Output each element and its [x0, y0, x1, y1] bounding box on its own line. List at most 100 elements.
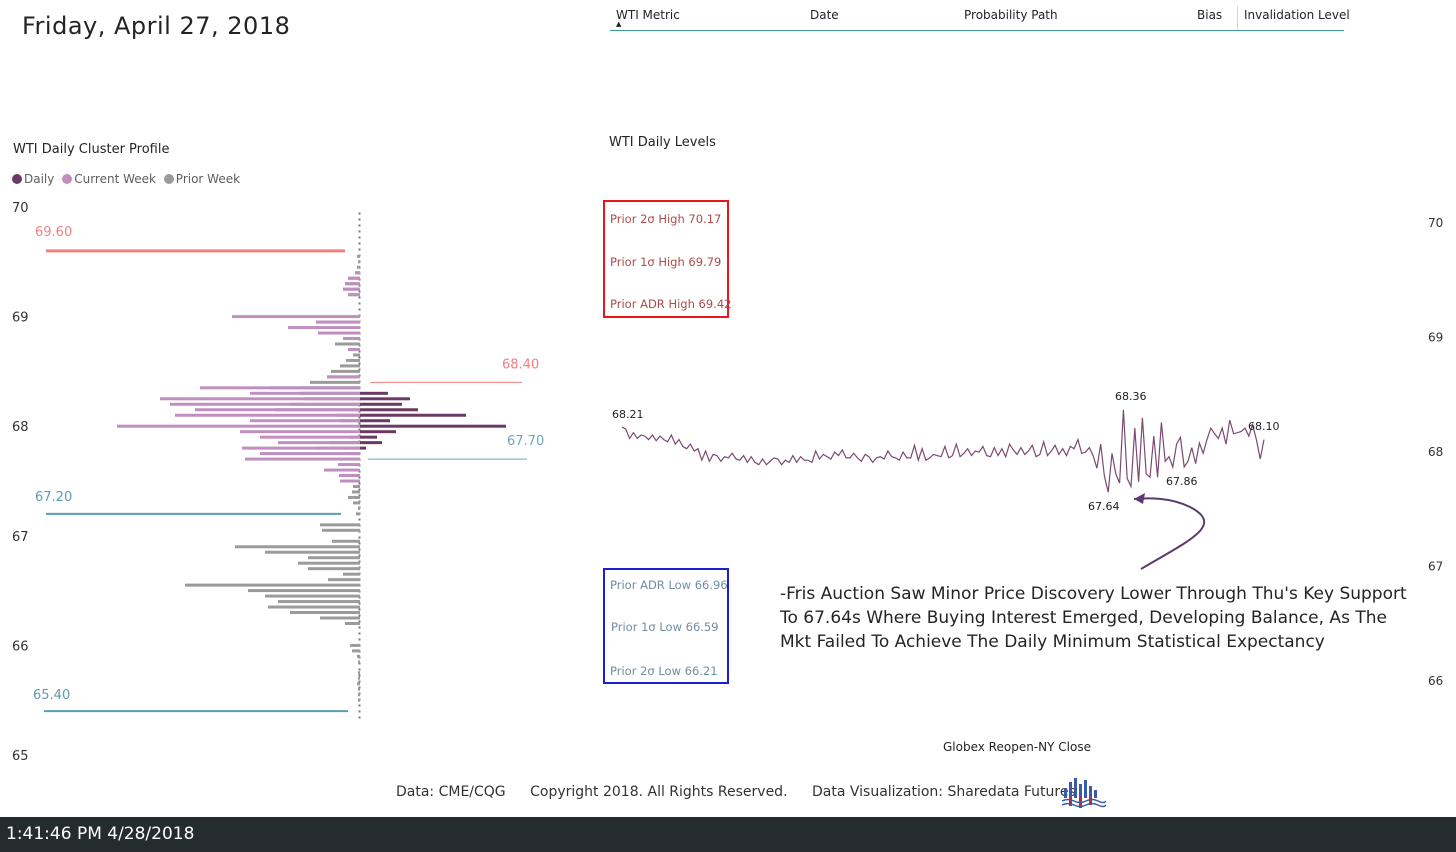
- cluster-profile-chart: 70 69 68 67 66 65 69.60 68.40 67.70 67.20 65.40: [12, 201, 544, 764]
- daily-profile-bar: [360, 435, 377, 439]
- prior-week-profile-bar: [358, 671, 360, 675]
- prior-week-profile-bar: [290, 611, 360, 615]
- prior-week-profile-bar: [308, 567, 360, 571]
- prior-low-levels-box: Prior ADR Low 66.96 Prior 1σ Low 66.59 P…: [603, 568, 729, 684]
- prior-week-profile-bar: [278, 600, 360, 604]
- prior-week-profile-bar: [346, 358, 360, 362]
- current-week-profile-bar: [250, 419, 360, 423]
- prior-week-profile-bar: [340, 364, 360, 368]
- reference-line-label: 67.20: [35, 490, 72, 505]
- legend-item-current-week[interactable]: Current Week: [62, 172, 156, 186]
- current-week-profile-bar: [250, 391, 360, 395]
- prior-1sigma-low: Prior 1σ Low 66.59: [611, 620, 719, 634]
- cluster-profile-legend: Daily Current Week Prior Week: [12, 172, 244, 186]
- current-week-profile-bar: [345, 282, 360, 286]
- column-header-probability-path[interactable]: Probability Path: [964, 8, 1058, 22]
- commentary-line: Mkt Failed To Achieve The Daily Minimum …: [780, 632, 1325, 652]
- prior-week-profile-bar: [353, 501, 360, 505]
- prior-week-profile-bar: [248, 589, 360, 593]
- price-annotation-label: 68.21: [612, 408, 644, 421]
- prior-week-profile-bar: [352, 490, 360, 494]
- current-week-profile-bar: [355, 271, 360, 275]
- prior-week-profile-bar: [358, 693, 360, 697]
- commentary-line: -Fris Auction Saw Minor Price Discovery …: [780, 584, 1407, 604]
- legend-item-daily[interactable]: Daily: [12, 172, 54, 186]
- prior-week-profile-bar: [308, 556, 360, 560]
- price-annotation-label: 67.64: [1088, 500, 1120, 513]
- current-week-profile-bar: [343, 287, 360, 291]
- prior-week-profile-bar: [310, 380, 360, 384]
- prior-adr-high: Prior ADR High 69.42: [610, 297, 732, 311]
- column-header-date[interactable]: Date: [810, 8, 839, 22]
- column-separator: [1237, 6, 1238, 30]
- column-header-bias[interactable]: Bias: [1197, 8, 1223, 22]
- market-commentary: -Fris Auction Saw Minor Price Discovery …: [780, 582, 1407, 654]
- prior-week-profile-bar: [345, 621, 360, 625]
- reference-line-label: 65.40: [33, 688, 70, 703]
- prior-week-profile-bar: [358, 260, 360, 264]
- legend-item-prior-week[interactable]: Prior Week: [163, 172, 240, 186]
- daily-profile-bar: [360, 397, 410, 401]
- current-week-profile-bar: [245, 457, 360, 461]
- price-series-line: [621, 409, 1265, 493]
- current-week-profile-bar: [278, 441, 360, 445]
- prior-week-profile-bar: [352, 649, 360, 653]
- current-week-profile-bar: [327, 375, 360, 379]
- prior-week-profile-bar: [328, 578, 360, 582]
- prior-week-profile-bar: [353, 353, 360, 357]
- page-title: Friday, April 27, 2018: [22, 12, 291, 40]
- prior-week-profile-bar: [357, 254, 360, 258]
- prior-week-profile-bar: [235, 545, 360, 549]
- prior-week-profile-bar: [185, 583, 360, 587]
- current-week-profile-bar: [160, 397, 360, 401]
- price-annotation-label: 67.86: [1166, 475, 1198, 488]
- prior-week-profile-bar: [322, 528, 360, 532]
- column-header-invalidation-level[interactable]: Invalidation Level: [1244, 8, 1350, 22]
- legend-dot-icon: [62, 174, 73, 184]
- levels-y-tick: 67: [1428, 560, 1443, 574]
- current-week-profile-bar: [117, 424, 360, 428]
- daily-profile-bar: [360, 408, 418, 412]
- status-timestamp: 1:41:46 PM 4/28/2018: [6, 824, 195, 844]
- current-week-profile-bar: [260, 452, 360, 456]
- prior-week-profile-bar: [265, 594, 360, 598]
- current-week-profile-bar: [242, 446, 360, 450]
- prior-adr-low: Prior ADR Low 66.96: [610, 578, 728, 592]
- legend-dot-icon: [12, 174, 22, 184]
- prior-week-profile-bar: [358, 676, 360, 680]
- callout-arrow: [1133, 497, 1205, 570]
- levels-y-tick: 66: [1428, 674, 1443, 688]
- daily-profile-bar: [360, 430, 396, 434]
- levels-y-tick: 70: [1428, 216, 1443, 230]
- prior-week-profile-bar: [331, 369, 360, 373]
- daily-profile-bar: [360, 391, 388, 395]
- current-week-profile-bar: [316, 320, 360, 324]
- current-week-profile-bar: [348, 347, 360, 351]
- reference-line-label: 68.40: [502, 357, 539, 372]
- copyright-text: Copyright 2018. All Rights Reserved.: [530, 784, 788, 800]
- sort-ascending-icon: ▲: [616, 20, 622, 28]
- prior-week-profile-bar: [358, 506, 360, 510]
- profile-y-tick: 70: [12, 201, 29, 216]
- profile-y-tick: 66: [12, 639, 29, 654]
- prior-week-profile-bar: [358, 698, 360, 702]
- prior-week-profile-bar: [350, 643, 360, 647]
- status-bar: [0, 817, 1456, 852]
- profile-y-tick: 69: [12, 311, 29, 326]
- prior-week-profile-bar: [332, 539, 360, 543]
- profile-y-tick: 65: [12, 749, 29, 764]
- current-week-profile-bar: [170, 402, 360, 406]
- metrics-table-header: WTI Metric ▲ Date Probability Path Bias …: [610, 6, 1350, 31]
- reference-line-label: 69.60: [35, 225, 72, 240]
- prior-week-profile-bar: [358, 660, 360, 664]
- prior-week-profile-bar: [356, 512, 360, 516]
- current-week-profile-bar: [343, 337, 360, 341]
- arrow-head-icon: [1134, 493, 1145, 504]
- column-header-wti-metric[interactable]: WTI Metric: [616, 8, 680, 22]
- current-week-profile-bar: [348, 276, 360, 280]
- current-week-profile-bar: [338, 463, 360, 467]
- daily-profile-bar: [360, 446, 366, 450]
- prior-week-profile-bar: [357, 682, 360, 686]
- visualization-credit-text: Data Visualization: Sharedata Futures: [811, 784, 1076, 800]
- prior-week-profile-bar: [358, 687, 360, 691]
